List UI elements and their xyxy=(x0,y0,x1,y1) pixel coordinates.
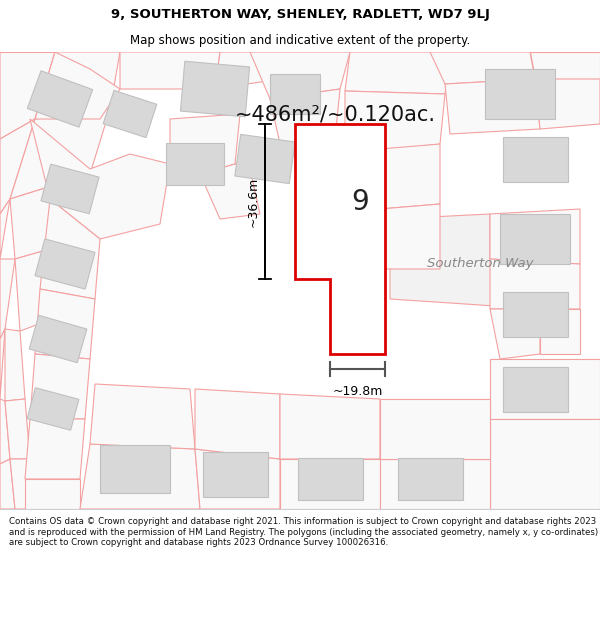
Polygon shape xyxy=(30,354,90,419)
Polygon shape xyxy=(235,134,295,184)
Text: ~486m²/~0.120ac.: ~486m²/~0.120ac. xyxy=(235,104,436,124)
Polygon shape xyxy=(28,71,92,128)
Polygon shape xyxy=(280,459,380,509)
Polygon shape xyxy=(380,399,490,459)
Polygon shape xyxy=(27,388,79,430)
Polygon shape xyxy=(445,79,540,134)
Text: 9, SOUTHERTON WAY, SHENLEY, RADLETT, WD7 9LJ: 9, SOUTHERTON WAY, SHENLEY, RADLETT, WD7… xyxy=(110,8,490,21)
Polygon shape xyxy=(0,329,5,399)
Polygon shape xyxy=(195,449,280,509)
Polygon shape xyxy=(390,214,540,309)
Polygon shape xyxy=(0,399,10,464)
Text: ~36.6m: ~36.6m xyxy=(247,176,260,227)
Polygon shape xyxy=(10,109,110,199)
Text: ~19.8m: ~19.8m xyxy=(332,385,383,398)
Polygon shape xyxy=(490,309,540,359)
Polygon shape xyxy=(485,69,555,119)
Text: Southerton Way: Southerton Way xyxy=(427,258,533,271)
Polygon shape xyxy=(181,61,250,117)
Polygon shape xyxy=(35,239,95,289)
Polygon shape xyxy=(490,419,600,509)
Polygon shape xyxy=(380,144,440,209)
Polygon shape xyxy=(503,366,568,411)
Polygon shape xyxy=(10,174,90,259)
Polygon shape xyxy=(120,52,220,89)
Polygon shape xyxy=(203,451,268,496)
Polygon shape xyxy=(250,52,350,99)
Polygon shape xyxy=(0,259,15,339)
Polygon shape xyxy=(0,459,15,509)
Polygon shape xyxy=(503,136,568,181)
Polygon shape xyxy=(298,458,362,500)
Polygon shape xyxy=(295,124,385,354)
Polygon shape xyxy=(215,52,295,89)
Polygon shape xyxy=(35,52,120,119)
Polygon shape xyxy=(0,52,55,139)
Polygon shape xyxy=(0,52,120,119)
Polygon shape xyxy=(490,259,580,309)
Polygon shape xyxy=(270,74,320,114)
Polygon shape xyxy=(345,91,445,151)
Polygon shape xyxy=(100,445,170,493)
Polygon shape xyxy=(103,91,157,138)
Polygon shape xyxy=(10,459,40,509)
Polygon shape xyxy=(25,419,85,479)
Polygon shape xyxy=(270,89,340,149)
Polygon shape xyxy=(195,389,280,459)
Polygon shape xyxy=(540,309,580,354)
Polygon shape xyxy=(530,52,600,79)
Polygon shape xyxy=(90,384,195,449)
Polygon shape xyxy=(380,204,440,269)
Polygon shape xyxy=(535,79,600,129)
Polygon shape xyxy=(503,291,568,336)
Polygon shape xyxy=(15,239,85,331)
Polygon shape xyxy=(30,119,170,239)
Polygon shape xyxy=(345,52,450,94)
Polygon shape xyxy=(5,329,25,401)
Polygon shape xyxy=(280,394,380,459)
Polygon shape xyxy=(398,458,463,500)
Polygon shape xyxy=(25,479,80,509)
Polygon shape xyxy=(430,52,535,84)
Polygon shape xyxy=(0,199,10,259)
Polygon shape xyxy=(0,119,35,214)
Polygon shape xyxy=(40,199,100,299)
Polygon shape xyxy=(500,214,570,264)
Text: Contains OS data © Crown copyright and database right 2021. This information is : Contains OS data © Crown copyright and d… xyxy=(9,517,598,547)
Polygon shape xyxy=(490,359,600,419)
Polygon shape xyxy=(166,143,224,185)
Polygon shape xyxy=(200,164,260,219)
Polygon shape xyxy=(380,459,490,509)
Polygon shape xyxy=(170,114,240,174)
Polygon shape xyxy=(490,209,580,264)
Polygon shape xyxy=(35,289,95,359)
Polygon shape xyxy=(41,164,99,214)
Polygon shape xyxy=(5,399,30,459)
Text: 9: 9 xyxy=(351,188,369,216)
Text: Map shows position and indicative extent of the property.: Map shows position and indicative extent… xyxy=(130,34,470,47)
Polygon shape xyxy=(80,444,200,509)
Polygon shape xyxy=(29,315,87,362)
